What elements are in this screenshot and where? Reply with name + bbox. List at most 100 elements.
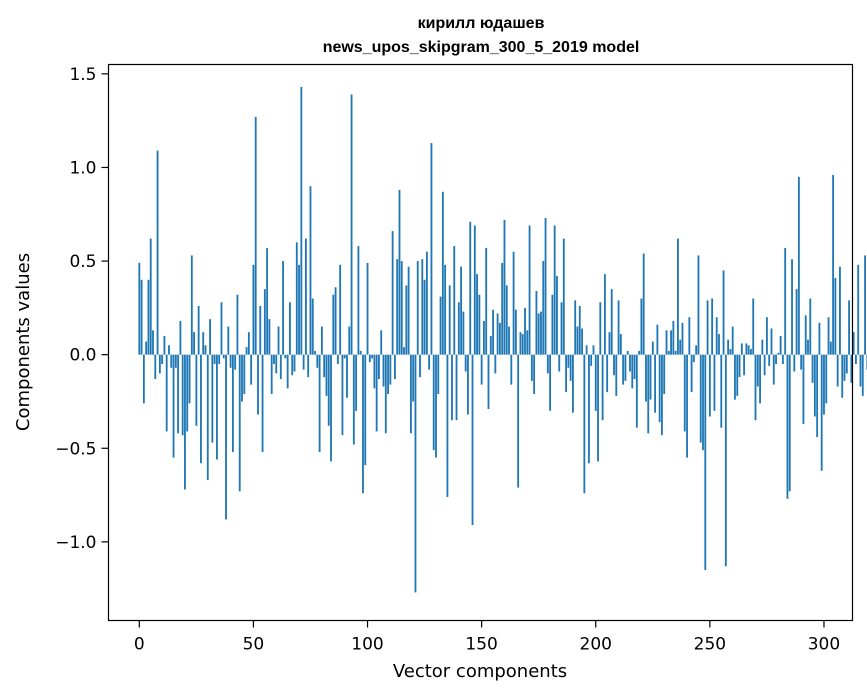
bar-233 bbox=[670, 330, 672, 355]
bar-249 bbox=[706, 300, 709, 355]
bar-202 bbox=[599, 302, 602, 355]
bar-277 bbox=[770, 328, 773, 355]
bar-89 bbox=[341, 354, 344, 436]
bar-10 bbox=[161, 354, 164, 365]
bar-213 bbox=[624, 354, 627, 381]
bar-35 bbox=[218, 354, 221, 365]
bar-66 bbox=[289, 302, 291, 355]
bar-271 bbox=[756, 354, 759, 387]
bar-128 bbox=[430, 143, 433, 355]
bar-15 bbox=[172, 354, 175, 458]
bar-227 bbox=[656, 324, 659, 355]
bar-158 bbox=[498, 322, 501, 355]
bar-57 bbox=[268, 319, 271, 355]
bar-88 bbox=[339, 264, 342, 355]
bar-251 bbox=[711, 298, 714, 355]
bar-0 bbox=[138, 262, 141, 355]
bar-229 bbox=[661, 354, 663, 436]
bar-191 bbox=[574, 300, 577, 355]
bar-3 bbox=[145, 341, 148, 355]
bar-287 bbox=[793, 354, 796, 372]
bar-23 bbox=[190, 255, 193, 355]
bar-194 bbox=[581, 328, 583, 355]
bar-150 bbox=[480, 354, 483, 385]
bar-276 bbox=[768, 354, 771, 366]
chart-title-line-1: кирилл юдашев bbox=[418, 15, 545, 32]
bar-201 bbox=[597, 354, 599, 462]
bar-270 bbox=[754, 354, 757, 421]
x-axis-ticks: 0 50 100 150 200 250 300 bbox=[134, 620, 840, 655]
bar-317 bbox=[861, 354, 864, 396]
bar-152 bbox=[485, 247, 488, 355]
bar-165 bbox=[514, 309, 517, 355]
bar-252 bbox=[713, 354, 716, 411]
bar-65 bbox=[286, 354, 289, 389]
bar-42 bbox=[234, 354, 237, 370]
bar-148 bbox=[476, 274, 478, 355]
bar-157 bbox=[496, 313, 499, 355]
bar-288 bbox=[795, 289, 798, 355]
bar-219 bbox=[638, 350, 641, 355]
x-tick-label-300: 300 bbox=[808, 635, 840, 655]
bar-1 bbox=[140, 279, 143, 355]
bar-160 bbox=[503, 219, 506, 355]
y-axis-label: Components values bbox=[13, 253, 34, 431]
bar-78 bbox=[316, 354, 319, 368]
bar-278 bbox=[772, 354, 775, 385]
bar-154 bbox=[489, 335, 492, 355]
bar-162 bbox=[508, 326, 510, 355]
bar-234 bbox=[672, 320, 675, 355]
bar-258 bbox=[727, 339, 730, 355]
bar-155 bbox=[492, 309, 494, 355]
bar-144 bbox=[467, 354, 469, 415]
bar-20 bbox=[184, 354, 186, 490]
bar-54 bbox=[261, 354, 264, 453]
bar-207 bbox=[610, 289, 613, 355]
bar-81 bbox=[323, 354, 326, 378]
bar-140 bbox=[457, 302, 460, 355]
bar-263 bbox=[738, 354, 741, 378]
bar-171 bbox=[528, 225, 531, 355]
bar-24 bbox=[193, 332, 195, 355]
bar-61 bbox=[277, 326, 280, 355]
bar-220 bbox=[640, 298, 643, 355]
bar-175 bbox=[537, 313, 540, 355]
bar-47 bbox=[245, 347, 248, 355]
bar-256 bbox=[722, 270, 725, 355]
bar-100 bbox=[366, 262, 369, 355]
bar-16 bbox=[174, 354, 177, 368]
bar-273 bbox=[761, 339, 764, 355]
bar-163 bbox=[510, 354, 513, 385]
bar-76 bbox=[311, 298, 314, 355]
bar-17 bbox=[177, 354, 180, 434]
bar-172 bbox=[530, 354, 533, 381]
bar-315 bbox=[857, 264, 860, 355]
bar-72 bbox=[302, 354, 305, 370]
bar-64 bbox=[284, 354, 287, 359]
bar-294 bbox=[809, 298, 812, 355]
bar-167 bbox=[519, 332, 522, 355]
bar-200 bbox=[594, 354, 597, 411]
bar-142 bbox=[462, 311, 465, 355]
bar-306 bbox=[836, 354, 839, 387]
bar-117 bbox=[405, 285, 408, 355]
bar-170 bbox=[526, 330, 529, 355]
bar-41 bbox=[231, 354, 234, 453]
bar-69 bbox=[295, 242, 298, 355]
bar-13 bbox=[168, 345, 170, 355]
bar-43 bbox=[236, 294, 239, 355]
bar-316 bbox=[859, 354, 862, 387]
bar-58 bbox=[270, 354, 273, 394]
bar-146 bbox=[471, 354, 474, 526]
bar-265 bbox=[743, 354, 746, 376]
bar-143 bbox=[464, 354, 467, 372]
bar-series bbox=[138, 86, 867, 593]
bar-247 bbox=[702, 354, 704, 451]
bar-222 bbox=[645, 354, 647, 402]
bar-55 bbox=[263, 289, 266, 355]
bar-281 bbox=[779, 335, 782, 355]
bar-205 bbox=[606, 354, 609, 393]
bar-12 bbox=[165, 354, 168, 432]
bar-9 bbox=[158, 354, 161, 374]
bar-83 bbox=[327, 354, 330, 426]
